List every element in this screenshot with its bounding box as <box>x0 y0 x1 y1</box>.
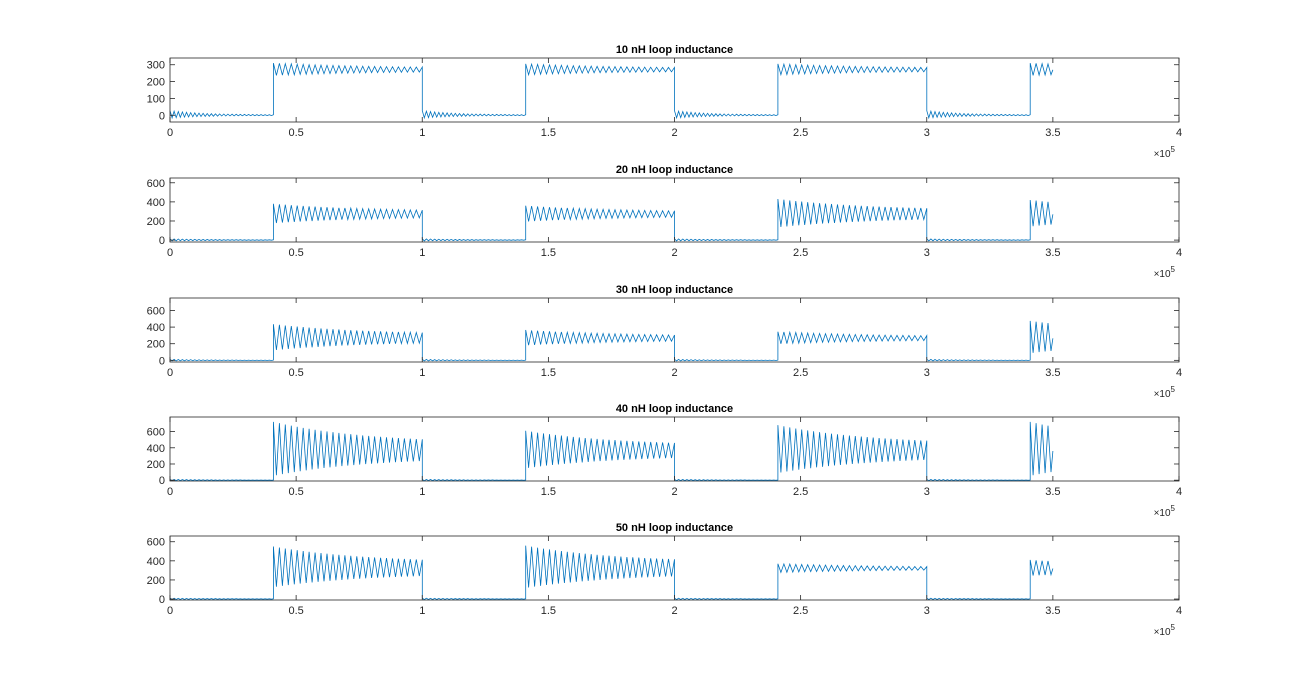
subplot-4: 40 nH loop inductance 0 0.5 1 1.5 2 2.5 3 3.5 4 0 2… <box>147 403 1182 519</box>
subplot-title: 50 nH loop inductance <box>616 522 733 534</box>
x-tick-label: 3.5 <box>1045 486 1060 498</box>
x-tick-label: 0 <box>167 605 173 617</box>
x-exponent-label: ×105 <box>1154 385 1176 400</box>
x-tick-label: 3.5 <box>1045 605 1060 617</box>
x-tick-label: 1.5 <box>541 367 556 379</box>
x-tick-label: 3.5 <box>1045 367 1060 379</box>
x-tick-label: 3 <box>924 127 930 139</box>
x-tick-label: 0 <box>167 247 173 259</box>
y-tick-label: 200 <box>147 459 165 471</box>
x-tick-label: 2 <box>671 127 677 139</box>
x-exponent-base: ×10 <box>1154 508 1171 519</box>
series-line <box>169 320 1054 362</box>
subplot-title: 10 nH loop inductance <box>616 44 733 56</box>
x-tick-label: 0 <box>167 367 173 379</box>
x-exponent-base: ×10 <box>1154 269 1171 280</box>
subplot-3: 30 nH loop inductance 0 0.5 1 1.5 2 2.5 3 3.5 4 0 2… <box>147 284 1182 400</box>
subplot-1: 10 nH loop inductance 0 0.5 1 1.5 2 2.5 3 3.5 4 0 1… <box>147 44 1182 160</box>
x-exponent-base: ×10 <box>1154 627 1171 638</box>
y-tick-label: 200 <box>147 77 165 89</box>
y-tick-label: 600 <box>147 427 165 439</box>
x-tick-label: 1.5 <box>541 486 556 498</box>
y-tick-label: 200 <box>147 216 165 228</box>
x-tick-label: 2.5 <box>793 486 808 498</box>
x-exponent-label: ×105 <box>1154 504 1176 519</box>
y-tick-label: 600 <box>147 178 165 190</box>
y-tick-label: 100 <box>147 93 165 105</box>
x-tick-label: 4 <box>1176 605 1182 617</box>
x-tick-label: 1.5 <box>541 247 556 259</box>
y-tick-label: 200 <box>147 339 165 351</box>
x-tick-label: 4 <box>1176 247 1182 259</box>
x-tick-label: 0.5 <box>288 247 303 259</box>
subplot-2: 20 nH loop inductance 0 0.5 1 1.5 2 2.5 3 3.5 4 0 2… <box>147 164 1182 280</box>
y-tick-label: 0 <box>159 355 165 367</box>
y-tick-label: 600 <box>147 537 165 549</box>
x-exponent-power: 5 <box>1171 145 1176 154</box>
y-tick-label: 0 <box>159 594 165 606</box>
x-exponent-label: ×105 <box>1154 145 1176 160</box>
x-tick-label: 3.5 <box>1045 127 1060 139</box>
x-tick-label: 1.5 <box>541 605 556 617</box>
x-tick-label: 2.5 <box>793 605 808 617</box>
series-line <box>169 62 1054 120</box>
subplot-5: 50 nH loop inductance 0 0.5 1 1.5 2 2.5 3 3.5 4 0 2… <box>147 522 1182 638</box>
y-tick-label: 0 <box>159 475 165 487</box>
x-exponent-label: ×105 <box>1154 623 1176 638</box>
x-tick-label: 0.5 <box>288 605 303 617</box>
y-tick-label: 300 <box>147 60 165 72</box>
x-tick-label: 1 <box>419 605 425 617</box>
x-tick-label: 4 <box>1176 486 1182 498</box>
y-tick-label: 400 <box>147 197 165 209</box>
y-tick-label: 0 <box>159 235 165 247</box>
x-tick-label: 2 <box>671 247 677 259</box>
series-line <box>169 198 1054 242</box>
x-tick-label: 2.5 <box>793 127 808 139</box>
x-tick-label: 1.5 <box>541 127 556 139</box>
y-tick-label: 600 <box>147 305 165 317</box>
x-tick-label: 1 <box>419 486 425 498</box>
x-tick-label: 0 <box>167 486 173 498</box>
x-tick-label: 4 <box>1176 367 1182 379</box>
x-exponent-power: 5 <box>1171 623 1176 632</box>
x-tick-label: 1 <box>419 127 425 139</box>
x-tick-label: 3.5 <box>1045 247 1060 259</box>
x-tick-label: 0.5 <box>288 367 303 379</box>
x-tick-label: 0.5 <box>288 127 303 139</box>
x-tick-label: 1 <box>419 367 425 379</box>
x-tick-label: 2 <box>671 367 677 379</box>
x-tick-label: 3 <box>924 605 930 617</box>
subplot-title: 30 nH loop inductance <box>616 284 733 296</box>
x-tick-label: 0.5 <box>288 486 303 498</box>
x-tick-label: 1 <box>419 247 425 259</box>
x-tick-label: 3 <box>924 367 930 379</box>
x-tick-label: 0 <box>167 127 173 139</box>
x-exponent-base: ×10 <box>1154 149 1171 160</box>
x-exponent-power: 5 <box>1171 385 1176 394</box>
y-tick-label: 400 <box>147 443 165 455</box>
y-tick-label: 200 <box>147 575 165 587</box>
x-exponent-power: 5 <box>1171 504 1176 513</box>
subplot-title: 40 nH loop inductance <box>616 403 733 415</box>
x-exponent-label: ×105 <box>1154 265 1176 280</box>
x-tick-label: 4 <box>1176 127 1182 139</box>
x-tick-label: 2.5 <box>793 367 808 379</box>
x-tick-label: 3 <box>924 486 930 498</box>
x-tick-label: 2.5 <box>793 247 808 259</box>
x-tick-label: 2 <box>671 486 677 498</box>
x-exponent-base: ×10 <box>1154 389 1171 400</box>
series-line <box>169 545 1054 601</box>
y-tick-label: 400 <box>147 322 165 334</box>
series-line <box>169 421 1054 482</box>
x-exponent-power: 5 <box>1171 265 1176 274</box>
x-tick-label: 2 <box>671 605 677 617</box>
y-tick-label: 400 <box>147 556 165 568</box>
subplot-title: 20 nH loop inductance <box>616 164 733 176</box>
x-tick-label: 3 <box>924 247 930 259</box>
y-tick-label: 0 <box>159 110 165 122</box>
